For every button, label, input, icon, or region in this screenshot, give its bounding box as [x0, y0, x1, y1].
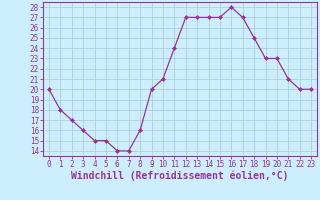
X-axis label: Windchill (Refroidissement éolien,°C): Windchill (Refroidissement éolien,°C): [71, 171, 289, 181]
